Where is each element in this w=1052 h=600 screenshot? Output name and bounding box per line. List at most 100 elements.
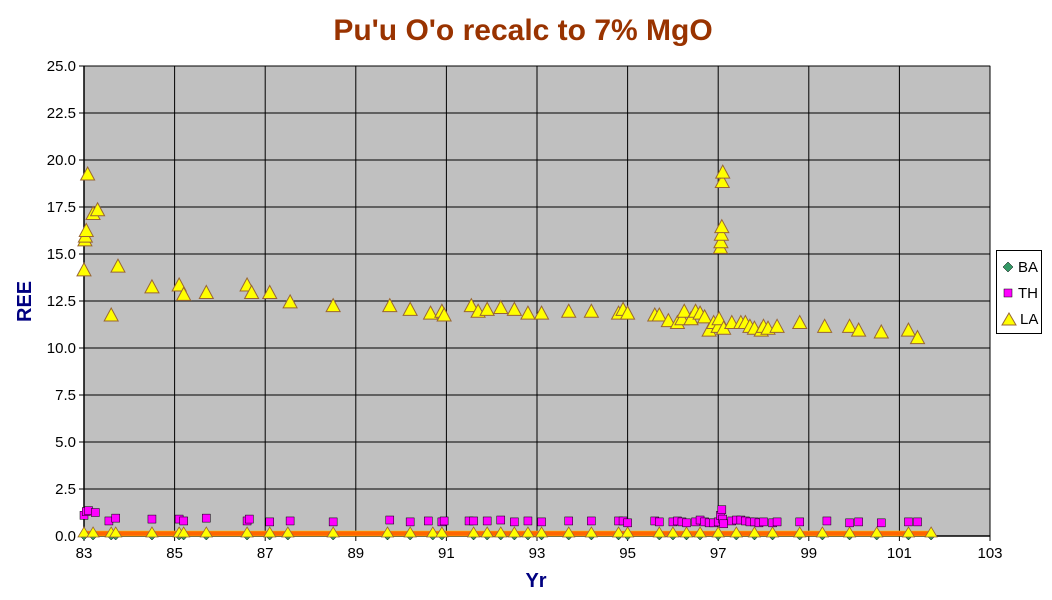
la-point <box>436 306 452 322</box>
chart-title: Pu'u O'o recalc to 7% MgO <box>333 14 713 47</box>
th-point <box>877 518 886 528</box>
y-tick-label: 5.0 <box>55 434 76 451</box>
la-point <box>816 318 833 333</box>
y-axis-title: REE <box>14 280 36 322</box>
th-point <box>202 513 211 523</box>
la-baseline-point <box>729 526 744 538</box>
la-point <box>619 305 636 320</box>
th-point <box>91 508 100 517</box>
x-tick-label: 99 <box>800 545 817 562</box>
la-point <box>520 305 536 320</box>
la-point <box>713 233 729 249</box>
la-point <box>841 318 858 333</box>
th-point <box>759 517 768 527</box>
la-baseline-point <box>281 526 295 538</box>
la-baseline-point <box>426 526 440 538</box>
la-point <box>110 258 126 273</box>
x-tick-label: 85 <box>166 545 183 562</box>
th-point <box>795 517 804 527</box>
la-baseline-point <box>584 526 599 538</box>
th-point <box>265 517 274 527</box>
th-point <box>623 518 632 528</box>
y-tick-label: 7.5 <box>55 387 76 404</box>
la-baseline-point <box>711 526 725 538</box>
th-point <box>822 516 832 526</box>
la-baseline-point <box>263 526 277 538</box>
la-point <box>175 286 192 301</box>
x-tick-label: 97 <box>710 545 727 562</box>
la-baseline-point <box>901 526 916 538</box>
la-baseline-point <box>620 526 635 538</box>
la-point <box>533 305 550 320</box>
y-tick-label: 2.5 <box>55 481 76 498</box>
la-baseline-point <box>924 526 938 538</box>
x-tick-label: 91 <box>438 545 455 562</box>
la-baseline-point <box>747 526 762 538</box>
la-point <box>78 222 95 237</box>
la-point <box>560 303 577 318</box>
la-point <box>711 310 727 326</box>
y-tick-label: 20.0 <box>47 152 76 169</box>
la-point <box>583 303 600 318</box>
th-point <box>439 516 449 526</box>
la-baseline-point <box>466 526 481 538</box>
la-point <box>282 293 298 309</box>
y-tick-label: 0.0 <box>55 528 76 545</box>
la-baseline-point <box>521 526 535 538</box>
th-point <box>405 517 415 527</box>
la-point <box>651 306 668 322</box>
la-point <box>676 303 693 318</box>
la-point <box>506 301 523 316</box>
th-point <box>717 505 727 514</box>
legend-label-ba: BA <box>1018 258 1039 276</box>
diamond-icon <box>1002 261 1014 273</box>
la-point <box>696 308 713 324</box>
th-point <box>482 516 492 526</box>
th-point <box>845 518 854 528</box>
la-point <box>171 276 187 292</box>
la-baseline-point <box>562 526 576 538</box>
la-point <box>261 284 278 299</box>
th-point <box>147 514 157 524</box>
la-baseline-point <box>870 526 884 538</box>
th-point <box>469 516 478 526</box>
legend-item-la: LA <box>1001 309 1038 329</box>
la-baseline-point <box>611 526 626 538</box>
y-tick-label: 22.5 <box>47 105 76 122</box>
x-axis-title: Yr <box>525 570 547 592</box>
th-point <box>587 516 596 526</box>
la-point <box>791 314 808 330</box>
la-point <box>660 312 677 328</box>
la-baseline-point <box>77 526 91 538</box>
la-point <box>402 301 418 316</box>
la-baseline-point <box>494 526 508 538</box>
x-tick-label: 103 <box>977 545 1002 562</box>
th-point <box>523 516 533 526</box>
la-baseline-point <box>679 526 694 538</box>
th-point <box>245 514 254 524</box>
y-tick-label: 15.0 <box>47 246 76 263</box>
la-baseline-point <box>815 526 830 538</box>
th-point <box>424 516 433 526</box>
la-baseline-point <box>199 526 214 538</box>
la-point <box>714 173 731 189</box>
y-tick-label: 12.5 <box>47 293 76 310</box>
la-point <box>144 278 160 294</box>
th-point <box>719 519 728 529</box>
la-point <box>713 218 730 234</box>
la-baseline-point <box>652 526 667 538</box>
th-point <box>496 515 506 525</box>
th-point <box>682 518 691 528</box>
la-point <box>89 201 106 217</box>
th-point <box>537 517 546 527</box>
th-point <box>385 515 395 525</box>
legend-label-la: LA <box>1020 310 1039 328</box>
y-tick-label: 25.0 <box>47 58 76 75</box>
la-point <box>873 323 890 339</box>
legend: BA TH LA <box>996 250 1042 334</box>
square-icon <box>1003 288 1013 298</box>
la-point <box>381 297 398 313</box>
th-point <box>510 517 519 527</box>
la-point <box>79 165 96 181</box>
